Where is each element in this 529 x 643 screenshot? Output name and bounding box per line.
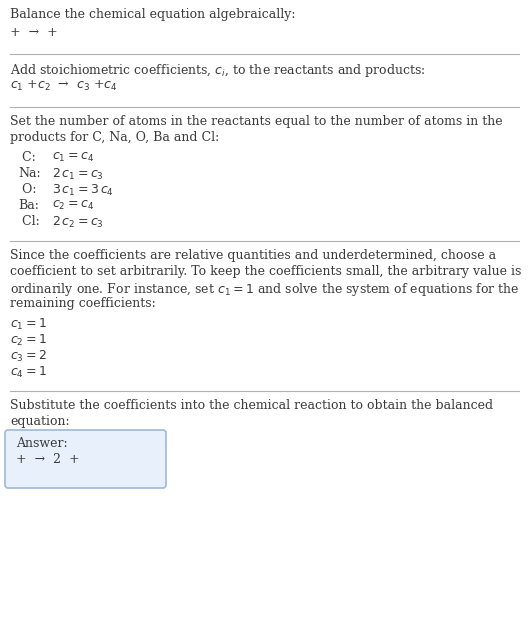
Text: $c_1 = 1$: $c_1 = 1$ [10, 317, 47, 332]
Text: $c_4 = 1$: $c_4 = 1$ [10, 365, 47, 380]
Text: $2\,c_1 = c_3$: $2\,c_1 = c_3$ [52, 167, 104, 182]
Text: Balance the chemical equation algebraically:: Balance the chemical equation algebraica… [10, 8, 296, 21]
Text: $c_1$ +$c_2$  →  $c_3$ +$c_4$: $c_1$ +$c_2$ → $c_3$ +$c_4$ [10, 79, 117, 93]
Text: $c_2 = 1$: $c_2 = 1$ [10, 333, 47, 348]
Text: products for C, Na, O, Ba and Cl:: products for C, Na, O, Ba and Cl: [10, 131, 219, 144]
Text: Na:: Na: [18, 167, 41, 180]
Text: O:: O: [18, 183, 37, 196]
Text: $c_3 = 2$: $c_3 = 2$ [10, 349, 47, 364]
Text: coefficient to set arbitrarily. To keep the coefficients small, the arbitrary va: coefficient to set arbitrarily. To keep … [10, 265, 522, 278]
Text: C:: C: [18, 151, 36, 164]
Text: Set the number of atoms in the reactants equal to the number of atoms in the: Set the number of atoms in the reactants… [10, 115, 503, 128]
Text: Substitute the coefficients into the chemical reaction to obtain the balanced: Substitute the coefficients into the che… [10, 399, 493, 412]
Text: +  →  +: + → + [10, 26, 58, 39]
Text: +  →  2  +: + → 2 + [16, 453, 80, 466]
Text: Answer:: Answer: [16, 437, 68, 450]
FancyBboxPatch shape [5, 430, 166, 488]
Text: equation:: equation: [10, 415, 70, 428]
Text: $c_1 = c_4$: $c_1 = c_4$ [52, 151, 94, 164]
Text: remaining coefficients:: remaining coefficients: [10, 297, 156, 310]
Text: $2\,c_2 = c_3$: $2\,c_2 = c_3$ [52, 215, 104, 230]
Text: Add stoichiometric coefficients, $c_i$, to the reactants and products:: Add stoichiometric coefficients, $c_i$, … [10, 62, 425, 79]
Text: ordinarily one. For instance, set $c_1 = 1$ and solve the system of equations fo: ordinarily one. For instance, set $c_1 =… [10, 281, 519, 298]
Text: Since the coefficients are relative quantities and underdetermined, choose a: Since the coefficients are relative quan… [10, 249, 496, 262]
Text: $3\,c_1 = 3\,c_4$: $3\,c_1 = 3\,c_4$ [52, 183, 114, 198]
Text: $c_2 = c_4$: $c_2 = c_4$ [52, 199, 94, 212]
Text: Cl:: Cl: [18, 215, 40, 228]
Text: Ba:: Ba: [18, 199, 39, 212]
